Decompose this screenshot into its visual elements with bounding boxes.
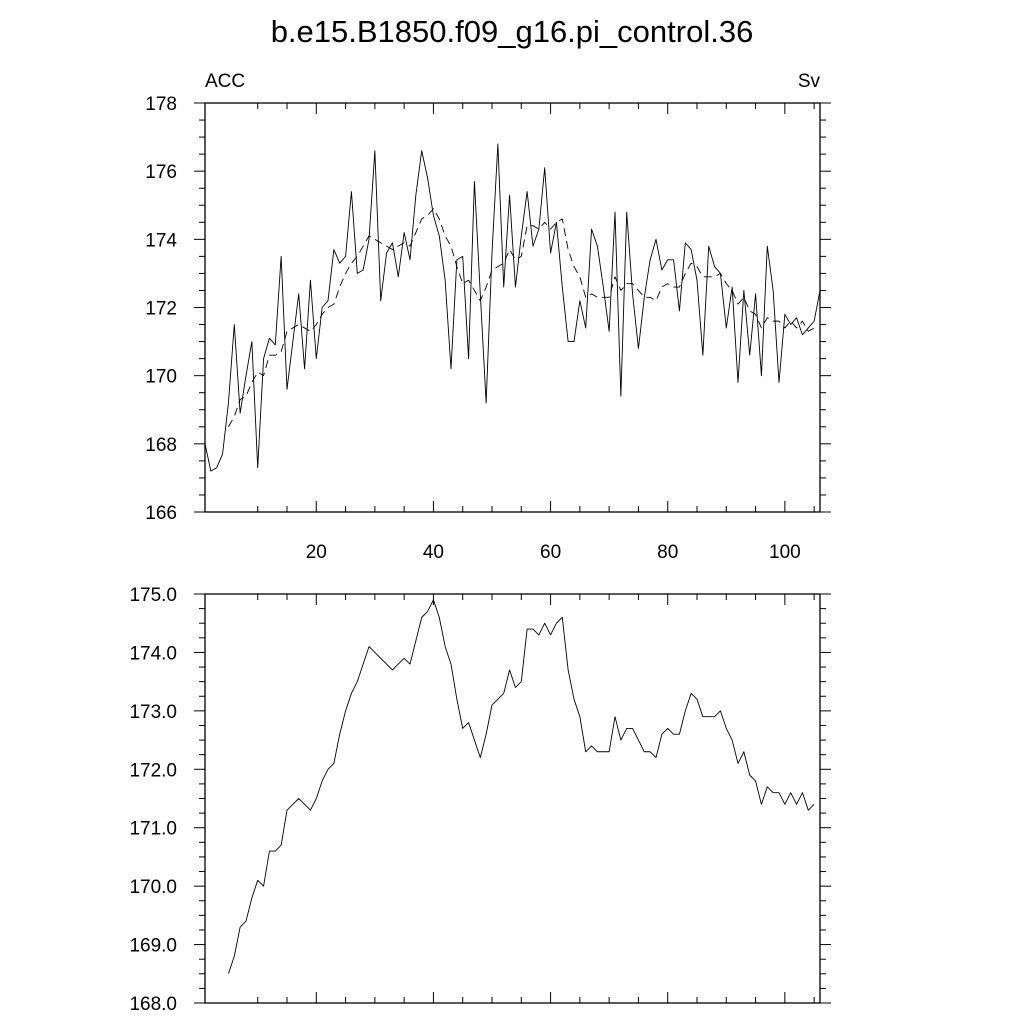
x-tick-label: 100: [769, 542, 801, 563]
series-line-dashed: [228, 208, 815, 428]
y-tick-label: 174: [145, 230, 177, 251]
y-tick-label: 169.0: [129, 936, 177, 957]
y-tick-label: 176: [145, 162, 177, 183]
x-tick-label: 80: [657, 542, 678, 563]
series-line-solid: [228, 599, 815, 974]
y-tick-label: 170.0: [129, 877, 177, 898]
y-tick-label: 172: [145, 299, 177, 320]
y-tick-label: 166: [145, 503, 177, 524]
chart-title: b.e15.B1850.f09_g16.pi_control.36: [271, 14, 754, 49]
series-line-solid: [204, 143, 821, 472]
plot-frame: [204, 593, 821, 1004]
y-tick-label: 171.0: [129, 819, 177, 840]
x-tick-label: 60: [540, 542, 561, 563]
y-tick-label: 168: [145, 435, 177, 456]
top-panel-right-label: Sv: [798, 71, 821, 92]
y-tick-label: 170: [145, 367, 177, 388]
y-tick-label: 172.0: [129, 760, 177, 781]
bottom-panel: 168.0 169.0 170.0 171.0 172.0 173.0 174.0 175.0: [129, 585, 831, 1015]
top-panel: ACC Sv 20 40 60 80 100 166 168 170 172 174 176 178: [145, 71, 831, 563]
x-tick-label: 40: [423, 542, 444, 563]
y-tick-label: 168.0: [129, 994, 177, 1015]
y-tick-label: 178: [145, 94, 177, 115]
y-tick-label: 174.0: [129, 643, 177, 664]
y-tick-label: 173.0: [129, 702, 177, 723]
x-tick-label: 20: [306, 542, 327, 563]
top-panel-left-label: ACC: [205, 71, 245, 92]
y-tick-label: 175.0: [129, 585, 177, 606]
